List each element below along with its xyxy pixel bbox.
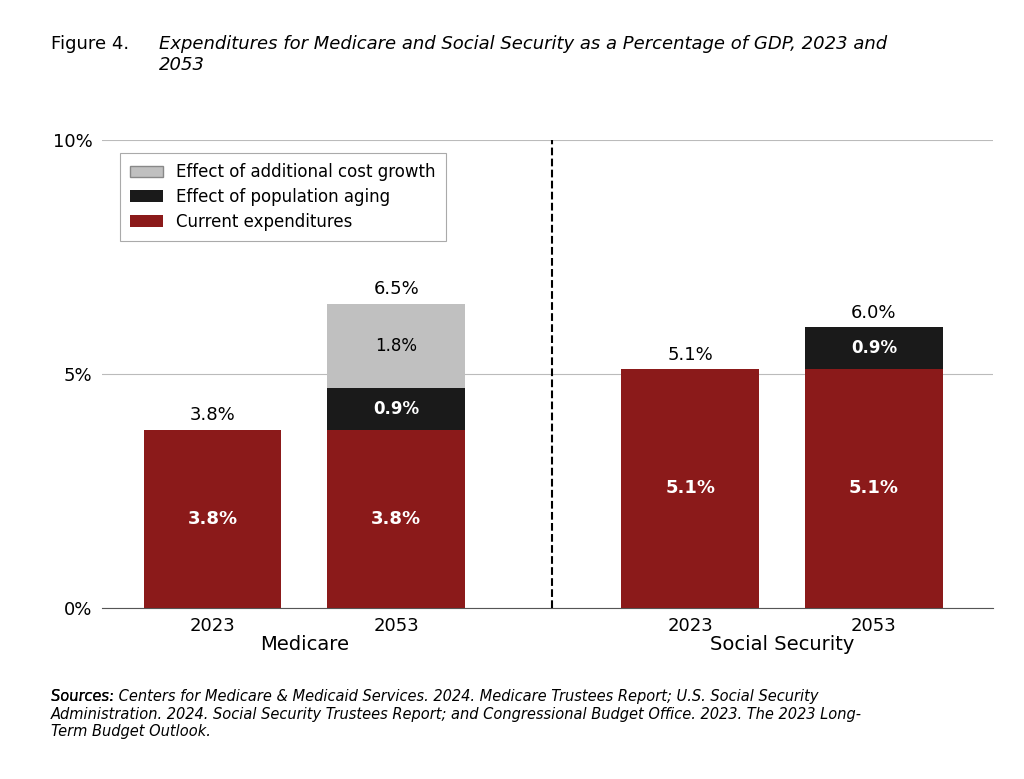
Text: Medicare: Medicare — [260, 635, 349, 654]
Text: 6.0%: 6.0% — [851, 304, 897, 322]
Text: 6.5%: 6.5% — [374, 280, 419, 298]
Text: Expenditures for Medicare and Social Security as a Percentage of GDP, 2023 and
2: Expenditures for Medicare and Social Sec… — [159, 35, 887, 74]
Bar — [143, 430, 282, 608]
Text: 3.8%: 3.8% — [372, 509, 421, 528]
Text: 3.8%: 3.8% — [187, 509, 238, 528]
Bar — [328, 430, 465, 608]
Bar — [805, 369, 943, 608]
Text: 0.9%: 0.9% — [373, 400, 420, 418]
Text: 5.1%: 5.1% — [666, 479, 715, 498]
Text: 0.9%: 0.9% — [851, 339, 897, 358]
Text: Social Security: Social Security — [710, 635, 854, 654]
Bar — [622, 369, 759, 608]
Text: Sources:: Sources: — [51, 689, 115, 704]
Bar — [328, 304, 465, 388]
Text: 5.1%: 5.1% — [668, 346, 713, 364]
Text: 3.8%: 3.8% — [189, 407, 236, 425]
Bar — [328, 388, 465, 430]
Text: 1.8%: 1.8% — [376, 337, 418, 355]
Text: Sources: Centers for Medicare & Medicaid Services. 2024. Medicare Trustees Repor: Sources: Centers for Medicare & Medicaid… — [51, 689, 862, 739]
Bar — [805, 327, 943, 369]
Text: Figure 4.: Figure 4. — [51, 35, 135, 53]
Legend: Effect of additional cost growth, Effect of population aging, Current expenditur: Effect of additional cost growth, Effect… — [120, 153, 445, 241]
Text: 5.1%: 5.1% — [849, 479, 899, 498]
